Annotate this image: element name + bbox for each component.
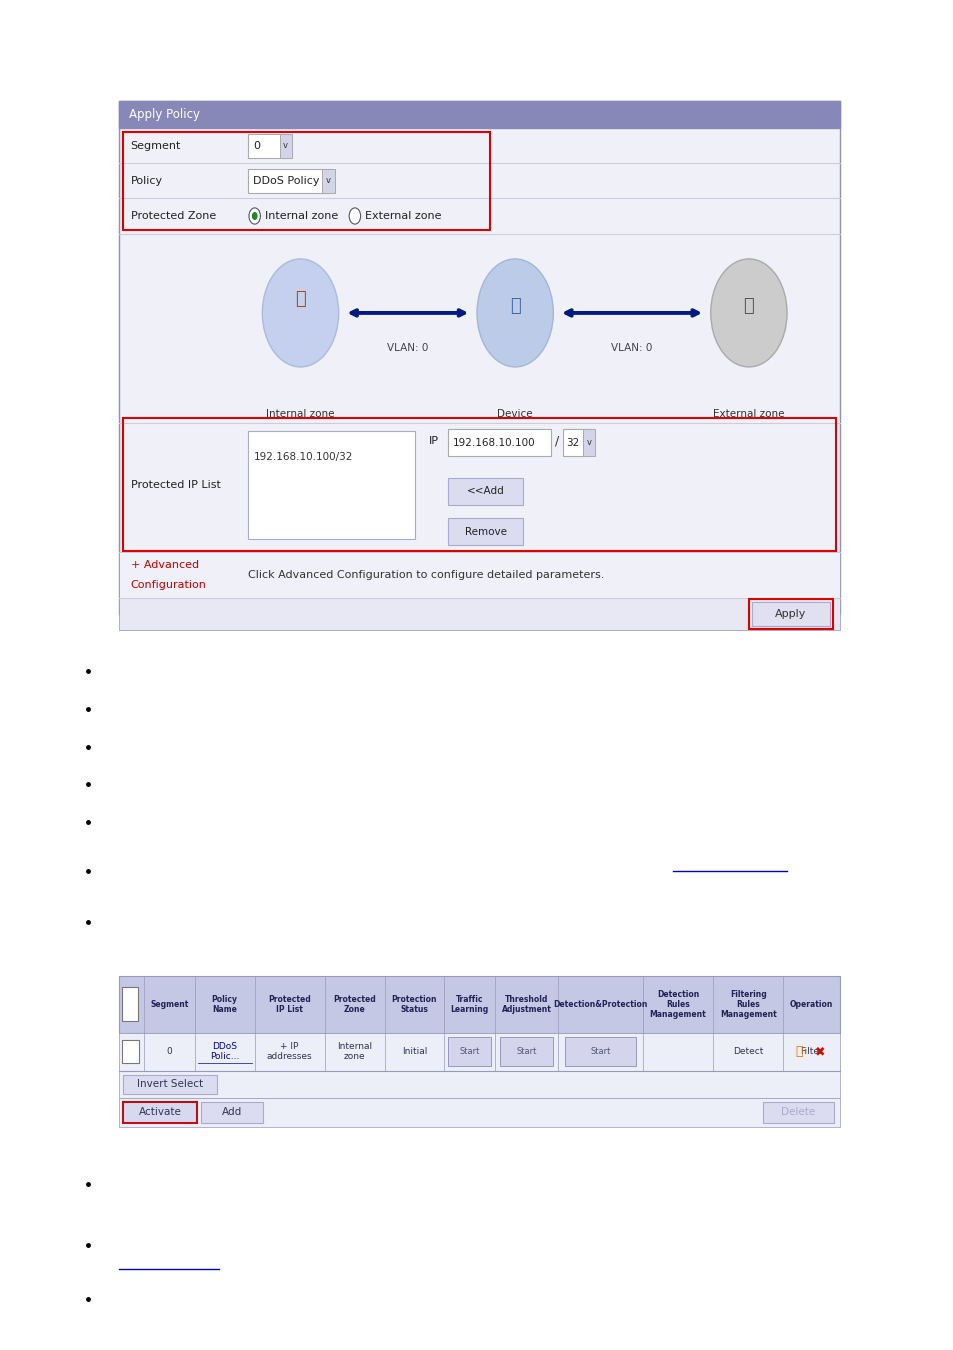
- Text: 👥: 👥: [294, 290, 306, 308]
- Bar: [119, 1033, 839, 1071]
- Bar: [122, 987, 138, 1022]
- Bar: [279, 134, 292, 158]
- Bar: [762, 1102, 833, 1123]
- Text: Start: Start: [590, 1048, 610, 1056]
- Text: Apply: Apply: [775, 609, 805, 620]
- Bar: [119, 1098, 839, 1127]
- Bar: [322, 169, 335, 193]
- Text: /: /: [555, 435, 558, 448]
- Bar: [582, 429, 595, 456]
- Text: + Advanced: + Advanced: [131, 560, 198, 570]
- Circle shape: [710, 259, 786, 367]
- Text: 0: 0: [166, 1048, 172, 1056]
- Text: Internal zone: Internal zone: [265, 211, 338, 221]
- Text: Detection&Protection: Detection&Protection: [553, 1000, 647, 1008]
- Text: Protected
IP List: Protected IP List: [268, 995, 311, 1014]
- Bar: [562, 429, 589, 456]
- Text: Segment: Segment: [131, 140, 181, 151]
- Text: Internal zone: Internal zone: [266, 409, 335, 420]
- Text: VLAN: 0: VLAN: 0: [387, 343, 428, 354]
- Text: 🖥: 🖥: [509, 297, 520, 315]
- Bar: [123, 1075, 216, 1094]
- Text: External zone: External zone: [365, 211, 441, 221]
- Text: Protection
Status: Protection Status: [392, 995, 436, 1014]
- Text: Add: Add: [222, 1107, 242, 1118]
- Text: DDoS Policy: DDoS Policy: [253, 176, 319, 186]
- Text: Device: Device: [497, 409, 533, 420]
- Text: Remove: Remove: [464, 526, 506, 537]
- Bar: [201, 1102, 263, 1123]
- Bar: [448, 429, 551, 456]
- Text: Segment: Segment: [150, 1000, 189, 1008]
- Bar: [248, 134, 286, 158]
- Text: Delete: Delete: [781, 1107, 815, 1118]
- Text: Detect: Detect: [732, 1048, 762, 1056]
- Text: Invert Select: Invert Select: [136, 1079, 203, 1089]
- Circle shape: [349, 208, 360, 224]
- Text: + IP
addresses: + IP addresses: [267, 1042, 313, 1061]
- Bar: [448, 1037, 491, 1066]
- Text: Filter: Filter: [800, 1048, 821, 1056]
- Text: Protected
Zone: Protected Zone: [333, 995, 375, 1014]
- Circle shape: [252, 212, 257, 220]
- Text: Configuration: Configuration: [131, 580, 207, 590]
- Text: Detection
Rules
Management: Detection Rules Management: [649, 990, 705, 1019]
- Text: Activate: Activate: [139, 1107, 181, 1118]
- Text: 🌐: 🌐: [742, 297, 754, 315]
- Text: Protected IP List: Protected IP List: [131, 479, 220, 490]
- Text: v: v: [283, 142, 288, 150]
- Text: 192.168.10.100: 192.168.10.100: [453, 437, 536, 448]
- Text: 192.168.10.100/32: 192.168.10.100/32: [253, 452, 353, 462]
- Bar: [248, 169, 329, 193]
- Bar: [119, 101, 839, 614]
- Text: Apply Policy: Apply Policy: [129, 108, 199, 122]
- Bar: [119, 976, 839, 1033]
- Bar: [123, 418, 835, 551]
- Circle shape: [262, 259, 338, 367]
- Text: Threshold
Adjustment: Threshold Adjustment: [501, 995, 551, 1014]
- Bar: [248, 431, 415, 539]
- Text: 32: 32: [565, 437, 578, 448]
- Text: ✖: ✖: [814, 1045, 824, 1058]
- Bar: [751, 602, 829, 626]
- Text: v: v: [586, 439, 591, 447]
- Text: Policy: Policy: [131, 176, 163, 186]
- Text: Initial: Initial: [401, 1048, 427, 1056]
- Text: Traffic
Learning: Traffic Learning: [450, 995, 488, 1014]
- Bar: [119, 552, 839, 598]
- Text: Operation: Operation: [789, 1000, 832, 1008]
- Bar: [748, 599, 832, 629]
- Circle shape: [476, 259, 553, 367]
- Text: IP: IP: [429, 436, 438, 447]
- Text: VLAN: 0: VLAN: 0: [611, 343, 652, 354]
- Bar: [122, 1041, 139, 1062]
- Text: Policy
Name: Policy Name: [212, 995, 237, 1014]
- Text: Internal
zone: Internal zone: [336, 1042, 372, 1061]
- Text: Click Advanced Configuration to configure detailed parameters.: Click Advanced Configuration to configur…: [248, 570, 604, 580]
- Bar: [119, 598, 839, 630]
- Text: Filtering
Rules
Management: Filtering Rules Management: [720, 990, 776, 1019]
- Text: DDoS
Polic...: DDoS Polic...: [210, 1042, 239, 1061]
- Bar: [564, 1037, 636, 1066]
- Text: Start: Start: [517, 1048, 537, 1056]
- Bar: [123, 1102, 197, 1123]
- Text: Protected Zone: Protected Zone: [131, 211, 215, 221]
- Text: <<Add: <<Add: [466, 486, 504, 497]
- Bar: [448, 478, 522, 505]
- Text: 0: 0: [253, 140, 259, 151]
- Text: External zone: External zone: [713, 409, 783, 420]
- Bar: [448, 518, 522, 545]
- Text: Start: Start: [459, 1048, 479, 1056]
- Bar: [119, 1071, 839, 1098]
- Text: v: v: [326, 177, 331, 185]
- Circle shape: [249, 208, 260, 224]
- Text: 🖊: 🖊: [795, 1045, 802, 1058]
- Bar: [499, 1037, 553, 1066]
- Bar: [123, 132, 490, 230]
- Bar: [119, 101, 839, 128]
